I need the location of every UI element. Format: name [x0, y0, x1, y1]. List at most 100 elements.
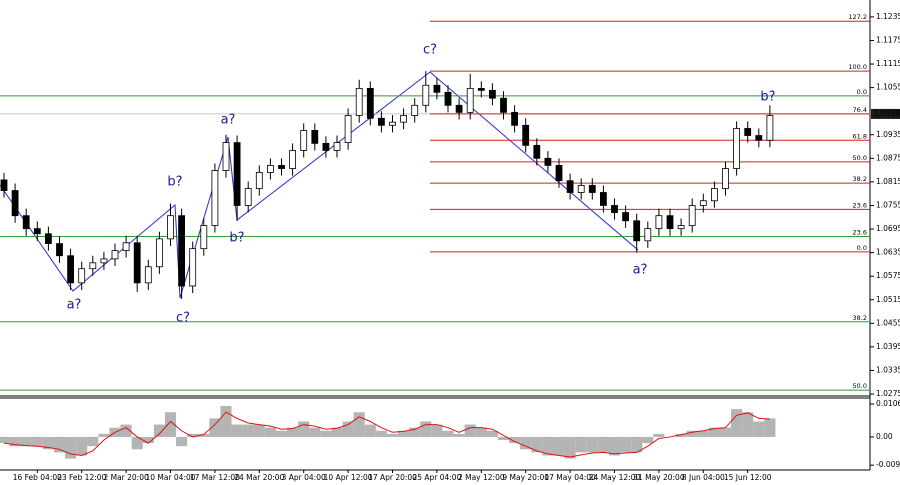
- fib-level-label: 50.0: [853, 154, 867, 162]
- oscillator-bar: [486, 430, 498, 437]
- candle-body: [522, 124, 530, 146]
- x-tick-label: 10 Mar 04:00: [145, 473, 195, 482]
- y-tick-label: 1.0875: [876, 153, 900, 162]
- candle-body: [411, 104, 419, 116]
- candle-body: [289, 150, 297, 169]
- oscillator-bar: [531, 436, 543, 453]
- y-tick-label: 1.1115: [876, 59, 900, 68]
- candle-body: [344, 115, 352, 144]
- oscillator-bar: [209, 418, 221, 437]
- candle-body: [577, 185, 585, 193]
- candle-body: [633, 220, 641, 242]
- oscillator-bar: [764, 418, 776, 437]
- oscillator-bar: [153, 424, 165, 437]
- candle-body: [733, 128, 740, 169]
- oscillator-bar: [242, 424, 254, 437]
- signal-line: [3, 411, 770, 458]
- candle-body: [45, 233, 52, 244]
- oscillator-bar: [309, 427, 321, 437]
- candle-body: [611, 205, 618, 213]
- fib-level-label: 0.0: [857, 88, 867, 96]
- oscillator-bar: [642, 436, 654, 444]
- oscillator-bar: [475, 427, 487, 437]
- candle-body: [400, 115, 408, 123]
- candle-body: [67, 255, 74, 284]
- oscillator-bar: [53, 436, 66, 453]
- y-tick-label: -0.00913: [876, 460, 900, 469]
- fib-level-label: 61.8: [853, 132, 867, 140]
- oscillator-bar: [442, 430, 454, 437]
- x-tick-label: 24 May 12:00: [589, 473, 641, 482]
- oscillator-bar: [0, 436, 10, 444]
- y-tick-label: 1.0335: [876, 365, 900, 374]
- oscillator-bar: [675, 433, 687, 437]
- candle-body: [711, 188, 718, 202]
- x-tick-label: 8 Jun 04:00: [682, 473, 725, 482]
- fib-level-label: 23.6: [853, 201, 867, 209]
- oscillator-bar: [275, 430, 288, 437]
- wave-label: b?: [167, 175, 182, 190]
- oscillator-bar: [120, 424, 132, 437]
- candle-body: [744, 128, 752, 136]
- fib-level-label: 50.0: [853, 382, 867, 390]
- candle-body: [488, 89, 496, 99]
- candle-body: [588, 185, 596, 193]
- oscillator-bar: [220, 406, 232, 437]
- oscillator-bar: [409, 427, 421, 437]
- candle-body: [688, 205, 696, 226]
- fib-level-label: 127.2: [848, 13, 867, 21]
- oscillator-bar: [464, 424, 476, 437]
- oscillator-bar: [65, 436, 77, 459]
- x-tick-label: 24 Mar 20:00: [234, 473, 284, 482]
- candle-body: [444, 91, 452, 106]
- x-tick-label: 15 Jun 12:00: [724, 473, 772, 482]
- candle-body: [144, 266, 152, 284]
- y-tick-label: 1.0635: [876, 248, 900, 257]
- y-tick-label: 1.0455: [876, 318, 900, 327]
- x-tick-label: 3 Apr 04:00: [282, 473, 326, 482]
- oscillator-bar: [497, 436, 510, 441]
- candle-body: [644, 228, 652, 242]
- oscillator-bar: [708, 427, 720, 437]
- fib-level-label: 38.2: [853, 314, 867, 322]
- candle-body: [56, 243, 63, 257]
- y-tick-label: 1.1175: [876, 35, 900, 44]
- oscillator-bar: [586, 436, 598, 453]
- candle-body: [100, 258, 108, 264]
- wave-label: a?: [221, 113, 236, 128]
- wave-label: b?: [760, 90, 775, 105]
- x-tick-label: 2 May 12:00: [458, 473, 505, 482]
- oscillator-bar: [620, 436, 632, 453]
- oscillator-bar: [564, 436, 576, 459]
- candle-body: [266, 164, 274, 173]
- candle-body: [622, 212, 629, 222]
- candle-body: [33, 228, 41, 235]
- fib-level-label: 38.2: [853, 175, 867, 183]
- candle-body: [533, 144, 541, 159]
- candle-body: [500, 97, 507, 113]
- oscillator-bar: [364, 424, 376, 437]
- candle-body: [155, 238, 163, 268]
- candle-body: [655, 215, 663, 230]
- candle-body: [566, 180, 574, 193]
- candle-body: [311, 130, 319, 144]
- last-price-label: 1.0988: [874, 109, 900, 118]
- candle-body: [755, 135, 763, 141]
- oscillator-bar: [420, 421, 432, 437]
- candle-body: [122, 242, 130, 252]
- oscillator-bar: [453, 433, 465, 437]
- candle-body: [355, 87, 363, 116]
- candle-body: [0, 179, 8, 191]
- candle-body: [278, 164, 285, 169]
- candle-body: [211, 170, 219, 226]
- x-tick-label: 23 Feb 12:00: [57, 473, 106, 482]
- oscillator-bar: [131, 436, 143, 450]
- oscillator-bar: [520, 436, 532, 450]
- candle-body: [389, 121, 396, 126]
- oscillator-bar: [331, 427, 343, 437]
- x-tick-label: 2 Mar 20:00: [103, 473, 149, 482]
- candle-body: [189, 248, 197, 287]
- x-tick-label: 17 May 04:00: [544, 473, 596, 482]
- y-tick-label: 1.0755: [876, 200, 900, 209]
